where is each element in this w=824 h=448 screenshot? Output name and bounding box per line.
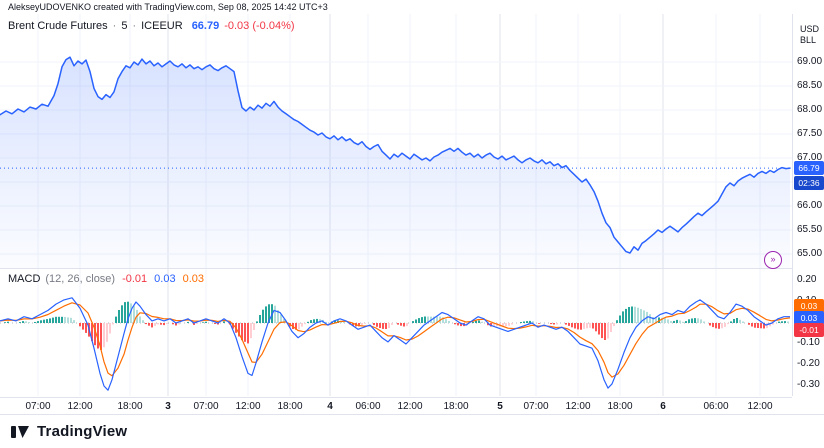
- macd-tick-label: -0.30: [797, 379, 820, 390]
- attribution-text: AlekseyUDOVENKO created with TradingView…: [8, 2, 328, 12]
- interval-label: 5: [121, 20, 128, 32]
- time-label-day: 4: [327, 401, 333, 412]
- macd-line-badge: 0.03: [794, 311, 824, 325]
- macd-tick-label: -0.10: [797, 337, 820, 348]
- macd-signal-badge: 0.03: [794, 299, 824, 313]
- macd-hist-badge: -0.01: [794, 323, 824, 337]
- time-label: 06:00: [355, 401, 381, 412]
- time-label: 12:00: [235, 401, 261, 412]
- macd-signal-value: 0.03: [182, 273, 205, 285]
- scroll-to-realtime-button[interactable]: »: [764, 251, 782, 269]
- tradingview-brand-text: TradingView: [37, 423, 128, 440]
- price-tick-label: 68.00: [797, 104, 823, 115]
- exchange-label: ICEEUR: [141, 20, 183, 32]
- price-tick-label: 66.00: [797, 200, 823, 211]
- symbol-title: Brent Crude Futures: [8, 20, 108, 32]
- footer-bar: TradingView: [0, 414, 824, 448]
- symbol-legend[interactable]: Brent Crude Futures · 5 · ICEEUR 66.79 -…: [8, 20, 295, 32]
- macd-hist-value: -0.01: [122, 273, 148, 285]
- time-label: 18:00: [277, 401, 303, 412]
- legend-separator: ·: [132, 20, 137, 32]
- time-label: 12:00: [747, 401, 773, 412]
- time-scale[interactable]: 07:00 12:00 18:00 3 07:00 12:00 18:00 4 06:00 12:…: [0, 397, 792, 415]
- macd-title: MACD: [8, 273, 41, 285]
- price-tick-label: 68.50: [797, 80, 823, 91]
- time-label-day: 5: [497, 401, 503, 412]
- legend-separator: ·: [112, 20, 117, 32]
- unit-bll-label: BLL: [800, 35, 817, 45]
- last-price-badge: 66.79: [794, 161, 824, 175]
- time-label: 18:00: [443, 401, 469, 412]
- price-tick-label: 67.50: [797, 128, 823, 139]
- price-scale[interactable]: USD BLL 66.79 02:36 0.03 0.03 -0.01 69.0…: [792, 14, 824, 396]
- macd-legend[interactable]: MACD (12, 26, close) -0.01 0.03 0.03: [8, 273, 204, 285]
- time-label: 12:00: [565, 401, 591, 412]
- macd-params: (12, 26, close): [45, 273, 116, 285]
- price-pane[interactable]: Brent Crude Futures · 5 · ICEEUR 66.79 -…: [0, 14, 792, 268]
- time-label: 18:00: [117, 401, 143, 412]
- time-label: 07:00: [523, 401, 549, 412]
- time-label: 07:00: [193, 401, 219, 412]
- time-label: 12:00: [397, 401, 423, 412]
- price-tick-label: 69.00: [797, 56, 823, 67]
- price-tick-label: 65.50: [797, 224, 823, 235]
- price-change-value: -0.03 (-0.04%): [224, 20, 295, 32]
- price-tick-label: 67.00: [797, 152, 823, 163]
- time-label: 07:00: [25, 401, 51, 412]
- time-label: 12:00: [67, 401, 93, 412]
- bar-countdown-badge: 02:36: [794, 176, 824, 190]
- time-label-day: 6: [660, 401, 666, 412]
- macd-line-value: 0.03: [154, 273, 176, 285]
- last-price-value: 66.79: [191, 20, 220, 32]
- macd-tick-label: 0.20: [797, 274, 817, 285]
- unit-usd-label: USD: [800, 24, 820, 34]
- time-label: 06:00: [703, 401, 729, 412]
- tradingview-logo-icon: [11, 425, 29, 438]
- macd-chart[interactable]: [0, 269, 792, 396]
- price-chart[interactable]: [0, 14, 792, 268]
- time-label: 18:00: [607, 401, 633, 412]
- macd-tick-label: -0.20: [797, 358, 820, 369]
- price-tick-label: 65.00: [797, 248, 823, 259]
- time-label-day: 3: [165, 401, 171, 412]
- macd-pane[interactable]: MACD (12, 26, close) -0.01 0.03 0.03: [0, 268, 792, 397]
